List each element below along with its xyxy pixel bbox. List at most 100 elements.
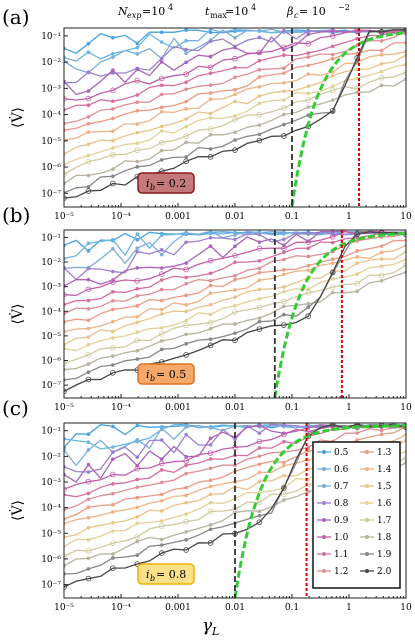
point [306, 32, 311, 37]
point [233, 295, 237, 300]
point [86, 41, 91, 46]
point [305, 289, 312, 296]
point [282, 89, 286, 93]
point [305, 97, 312, 103]
point [135, 320, 140, 325]
point [233, 113, 237, 118]
y-tick-label: 10⁻⁶ [41, 555, 61, 565]
y-tick-label: 10⁻⁵ [41, 529, 61, 539]
point [111, 237, 115, 242]
legend-marker [365, 484, 369, 488]
legend-item-1.7: 1.7 [360, 516, 392, 526]
point [111, 481, 115, 486]
point [135, 41, 140, 46]
point [282, 53, 286, 57]
point [354, 280, 360, 287]
y-tick-label: 10⁻³ [41, 84, 61, 94]
point [282, 71, 286, 75]
series-0.8 [64, 230, 406, 281]
point [110, 471, 116, 478]
point [329, 87, 336, 94]
series-1.6 [64, 62, 406, 167]
ib-box [137, 563, 195, 585]
point [135, 477, 140, 482]
point [159, 438, 164, 442]
point [159, 298, 164, 303]
point [378, 74, 385, 81]
point [208, 426, 213, 430]
point [85, 575, 92, 582]
x-tick-label: 0.1 [285, 212, 299, 222]
point [306, 246, 311, 251]
point [257, 35, 262, 40]
legend-item-1.3: 1.3 [360, 448, 392, 458]
legend-label: 1.3 [377, 448, 392, 458]
point [111, 68, 115, 72]
x-tick-label: 0.001 [165, 603, 191, 613]
tmax-subscript: max [210, 11, 227, 20]
point [257, 270, 262, 275]
point [207, 450, 214, 456]
legend-label: 1.7 [377, 516, 392, 526]
y-tick-label: 10⁻⁴ [41, 307, 61, 317]
point [64, 486, 67, 493]
point [135, 521, 140, 526]
point [208, 436, 213, 441]
point [134, 147, 141, 153]
x-tick-label: 0.1 [285, 603, 299, 613]
point [86, 462, 91, 467]
point [110, 87, 116, 94]
point [379, 264, 384, 269]
legend-item-1.1: 1.1 [317, 550, 348, 560]
point [282, 230, 286, 234]
ylabel: ⟨V̇⟩ [8, 500, 26, 521]
y-tick-label: 10⁻³ [41, 478, 61, 488]
point [379, 39, 384, 43]
tmax-exponent: 4 [251, 3, 256, 12]
point [207, 257, 214, 264]
point [111, 510, 115, 514]
legend-marker [322, 484, 326, 488]
point [135, 348, 140, 353]
point [403, 424, 406, 431]
y-tick-label: 10⁻⁵ [41, 137, 61, 147]
series-1.6 [64, 257, 406, 352]
point [257, 470, 262, 475]
point [282, 460, 286, 465]
point [111, 174, 115, 179]
legend-item-1.6: 1.6 [360, 499, 392, 509]
point [330, 44, 335, 49]
point [233, 75, 237, 79]
point [135, 485, 140, 490]
point [86, 50, 91, 54]
point [134, 465, 141, 472]
point [233, 237, 237, 242]
point [208, 312, 213, 317]
point [207, 319, 214, 326]
point [135, 246, 140, 251]
point [257, 132, 262, 137]
point [86, 326, 91, 331]
point [86, 153, 91, 158]
point [257, 316, 262, 320]
y-tick-label: 10⁻⁷ [41, 581, 61, 591]
point [135, 130, 140, 135]
point [158, 331, 165, 337]
point [306, 105, 311, 109]
point [85, 158, 92, 165]
point [208, 291, 213, 296]
fit-curve [290, 31, 406, 207]
point [306, 91, 311, 96]
y-tick-label: 10⁻⁴ [41, 111, 61, 121]
point [183, 547, 189, 553]
point [256, 111, 263, 118]
point [184, 87, 188, 92]
point [232, 147, 238, 153]
point [111, 146, 115, 150]
legend-marker [365, 501, 369, 505]
point [159, 124, 164, 129]
point [110, 151, 116, 158]
point [330, 84, 335, 88]
point [111, 552, 115, 556]
series-1.8 [64, 77, 406, 186]
